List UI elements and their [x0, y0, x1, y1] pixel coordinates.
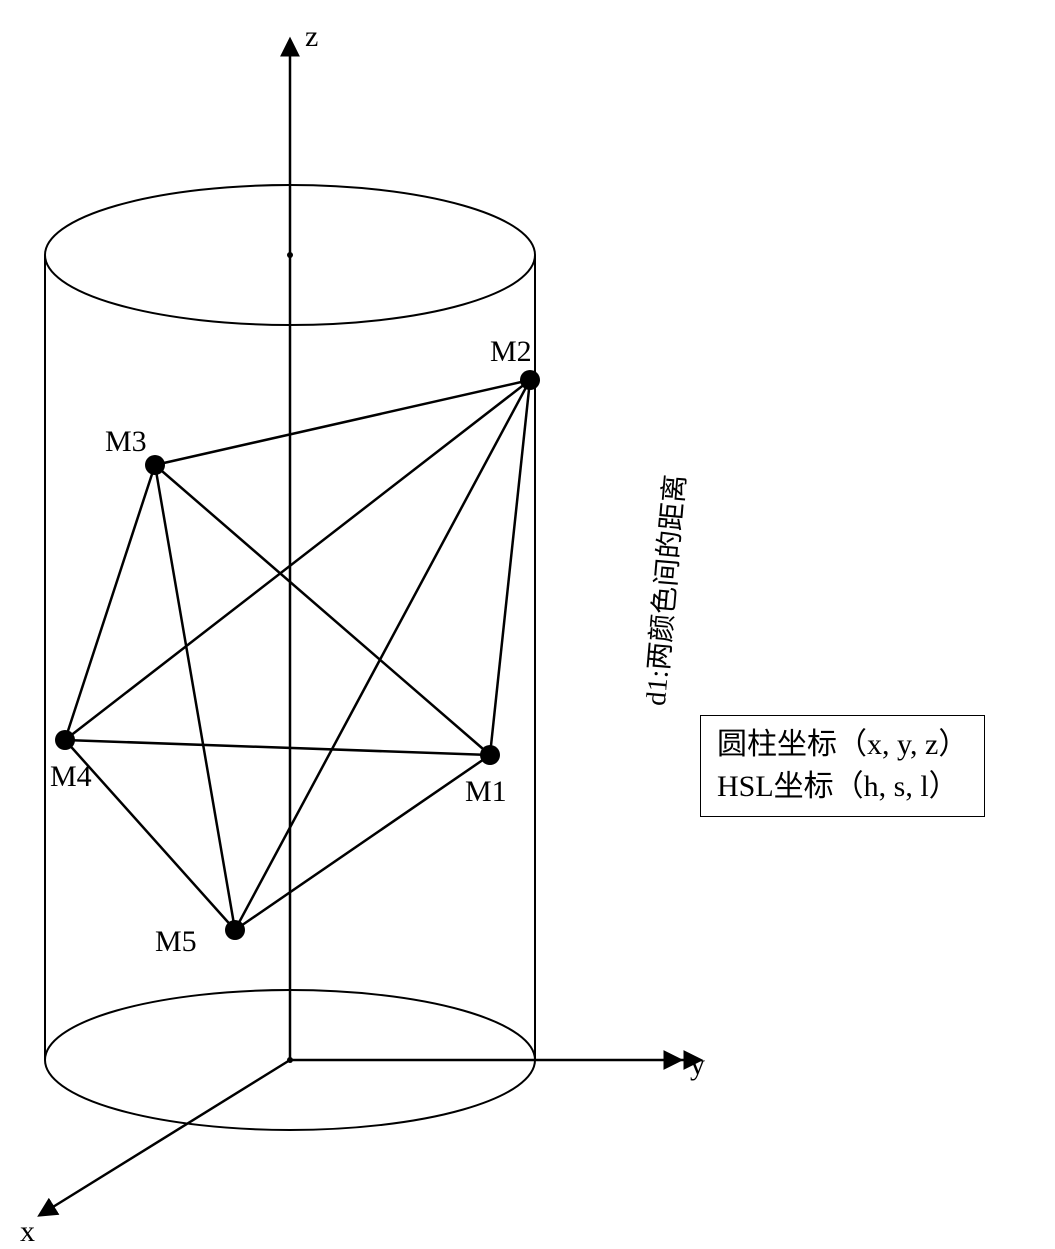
node-label-m4: M4 — [50, 760, 92, 794]
z-axis-label: z — [305, 20, 318, 54]
node-label-m1: M1 — [465, 775, 507, 809]
diagram-root: z y x M1 M2 M3 M4 M5 d1:两颜色间的距离 圆柱坐标（x, … — [0, 0, 1055, 1247]
node-label-m2: M2 — [490, 335, 532, 369]
diagram-svg — [0, 0, 1055, 1247]
node-label-m5: M5 — [155, 925, 197, 959]
legend-line-2: HSL坐标（h, s, l） — [717, 766, 968, 808]
legend-box: 圆柱坐标（x, y, z） HSL坐标（h, s, l） — [700, 715, 985, 817]
x-axis-label: x — [20, 1215, 35, 1249]
legend-line-1: 圆柱坐标（x, y, z） — [717, 724, 968, 766]
y-axis-label: y — [690, 1048, 705, 1082]
node-label-m3: M3 — [105, 425, 147, 459]
